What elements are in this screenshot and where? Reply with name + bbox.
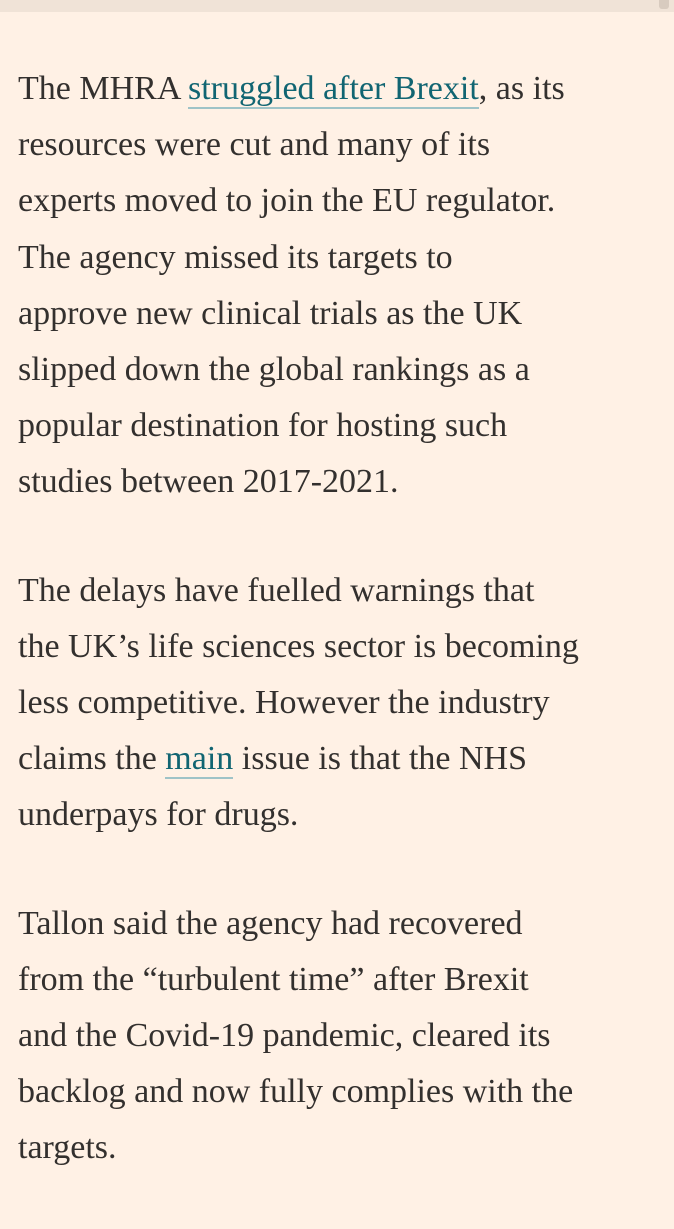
text-run: claims the [18,740,166,778]
text-line: resources were cut and many of its [18,126,491,164]
text-line: approve new clinical trials as the UK [18,294,523,332]
paragraph-tallon: Tallon said the agency had recovered fro… [18,896,668,1177]
text-line: slipped down the global rankings as a [18,351,530,389]
text-run: The MHRA [18,70,188,107]
text-line: studies between 2017-2021. [18,463,399,501]
text-line: Tallon said the agency had recovered [18,904,523,942]
text-line: targets. [18,1129,117,1167]
text-line: less competitive. However the industry [18,684,550,722]
link-struggled-after-brexit[interactable]: struggled after Brexit [188,70,479,109]
text-line: backlog and now fully complies with the [18,1073,574,1111]
text-run: , as its [478,70,565,107]
top-edge-bar [0,0,674,12]
text-line: The delays have fuelled warnings that [18,571,535,609]
text-line: The agency missed its targets to [18,238,453,276]
text-line: and the Covid-19 pandemic, cleared its [18,1017,551,1055]
text-line: from the “turbulent time” after Brexit [18,960,529,998]
text-run: issue is that the NHS [233,740,527,778]
text-line: underpays for drugs. [18,796,299,834]
text-line: popular destination for hosting such [18,407,508,445]
link-main[interactable]: main [165,740,234,780]
scrollbar-thumb[interactable] [659,0,669,9]
text-line: The MHRA struggled after Brexit, as its [18,61,668,117]
text-line: the UK’s life sciences sector is becomin… [18,627,579,665]
paragraph-brexit: The MHRA struggled after Brexit, as its … [18,61,668,511]
text-line: claims the main issue is that the NHS [18,731,668,787]
text-line: experts moved to join the EU regulator. [18,182,556,220]
article-body: The MHRA struggled after Brexit, as its … [18,61,668,1229]
paragraph-delays: The delays have fuelled warnings that th… [18,563,668,844]
